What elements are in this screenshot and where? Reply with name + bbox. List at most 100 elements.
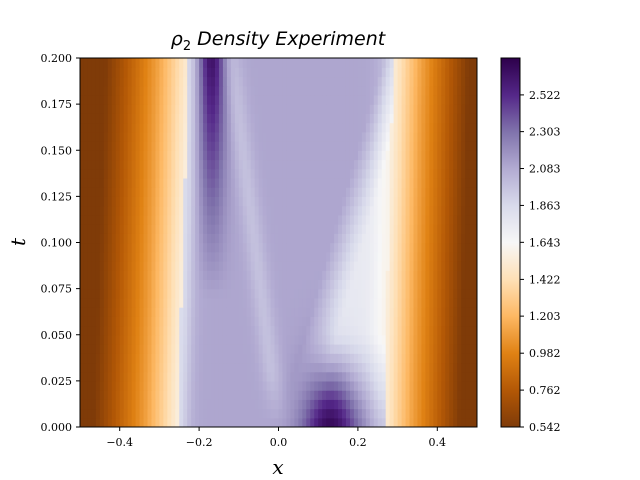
heatmap-cell xyxy=(207,417,212,427)
heatmap-cell xyxy=(357,122,363,133)
heatmap-cell xyxy=(282,316,288,327)
heatmap-cell xyxy=(91,122,97,133)
heatmap-cell xyxy=(330,205,335,216)
heatmap-cell xyxy=(135,279,141,290)
heatmap-cell xyxy=(322,380,327,391)
heatmap-cell xyxy=(191,325,196,336)
heatmap-cell xyxy=(83,362,89,373)
heatmap-cell xyxy=(187,85,192,96)
heatmap-cell xyxy=(373,224,379,234)
heatmap-cell xyxy=(302,408,307,419)
heatmap-cell xyxy=(433,343,438,354)
heatmap-cell xyxy=(453,343,458,354)
colorbar-tick-label: 0.762 xyxy=(529,384,561,397)
heatmap-cell xyxy=(143,334,149,345)
heatmap-cell xyxy=(111,343,117,354)
heatmap-cell xyxy=(437,353,442,364)
heatmap-cell xyxy=(199,279,204,290)
heatmap-cell xyxy=(179,233,184,244)
heatmap-cell xyxy=(377,399,383,410)
heatmap-cell xyxy=(246,113,252,124)
heatmap-cell xyxy=(270,380,276,391)
heatmap-cell xyxy=(298,85,303,96)
heatmap-cell xyxy=(135,316,141,327)
heatmap-cell xyxy=(401,390,407,400)
heatmap-cell xyxy=(445,224,450,234)
heatmap-cell xyxy=(171,288,176,299)
heatmap-cell xyxy=(429,325,434,336)
heatmap-cell xyxy=(238,94,244,105)
heatmap-cell xyxy=(222,122,228,133)
heatmap-cell xyxy=(183,159,188,170)
heatmap-cell xyxy=(238,131,244,142)
heatmap-cell xyxy=(250,343,256,354)
heatmap-cell xyxy=(91,196,97,207)
heatmap-cell xyxy=(155,288,160,299)
heatmap-cell xyxy=(310,325,315,336)
heatmap-cell xyxy=(461,187,466,197)
heatmap-cell xyxy=(322,343,327,354)
heatmap-cell xyxy=(234,122,240,133)
heatmap-cell xyxy=(413,104,419,114)
heatmap-cell xyxy=(377,58,383,68)
heatmap-cell xyxy=(465,224,470,234)
heatmap-cell xyxy=(290,242,295,253)
heatmap-cell xyxy=(214,297,220,308)
heatmap-cell xyxy=(226,168,232,179)
heatmap-cell xyxy=(111,242,117,253)
heatmap-cell xyxy=(349,288,355,299)
heatmap-cell xyxy=(278,408,284,419)
heatmap-cell xyxy=(445,113,450,124)
heatmap-cell xyxy=(151,408,157,419)
heatmap-cell xyxy=(377,316,383,327)
heatmap-cell xyxy=(250,353,256,364)
heatmap-cell xyxy=(183,113,188,124)
heatmap-cell xyxy=(183,58,188,68)
heatmap-cell xyxy=(107,196,113,207)
heatmap-cell xyxy=(218,224,224,234)
heatmap-cell xyxy=(338,196,343,207)
heatmap-cell xyxy=(457,297,462,308)
heatmap-cell xyxy=(274,177,280,188)
heatmap-cell xyxy=(330,288,335,299)
heatmap-cell xyxy=(91,353,97,364)
heatmap-cell xyxy=(290,76,295,87)
heatmap-cell xyxy=(123,122,129,133)
heatmap-cell xyxy=(318,260,323,271)
heatmap-cell xyxy=(441,205,446,216)
heatmap-cell xyxy=(457,58,462,68)
heatmap-cell xyxy=(290,408,295,419)
heatmap-cell xyxy=(242,279,248,290)
heatmap-cell xyxy=(131,371,137,382)
heatmap-cell xyxy=(369,67,375,78)
heatmap-cell xyxy=(306,224,311,234)
heatmap-cell xyxy=(457,159,462,170)
heatmap-cell xyxy=(222,316,228,327)
heatmap-cell xyxy=(318,214,323,225)
heatmap-cell xyxy=(457,390,462,400)
heatmap-cell xyxy=(147,334,153,345)
heatmap-cell xyxy=(87,150,93,161)
heatmap-cell xyxy=(266,168,272,179)
heatmap-cell xyxy=(107,362,113,373)
heatmap-cell xyxy=(262,85,268,96)
heatmap-cell xyxy=(326,131,331,142)
heatmap-cell xyxy=(310,85,315,96)
heatmap-cell xyxy=(298,150,303,161)
heatmap-cell xyxy=(409,85,415,96)
heatmap-cell xyxy=(369,131,375,142)
heatmap-cell xyxy=(258,343,264,354)
heatmap-cell xyxy=(314,242,319,253)
heatmap-cell xyxy=(314,67,319,78)
heatmap-cell xyxy=(373,214,379,225)
heatmap-cell xyxy=(123,297,129,308)
heatmap-cell xyxy=(83,307,89,317)
heatmap-cell xyxy=(266,260,272,271)
heatmap-cell xyxy=(314,279,319,290)
heatmap-cell xyxy=(274,67,280,78)
heatmap-cell xyxy=(429,168,434,179)
heatmap-cell xyxy=(421,297,426,308)
heatmap-cell xyxy=(330,316,335,327)
heatmap-cell xyxy=(262,362,268,373)
heatmap-cell xyxy=(187,196,192,207)
